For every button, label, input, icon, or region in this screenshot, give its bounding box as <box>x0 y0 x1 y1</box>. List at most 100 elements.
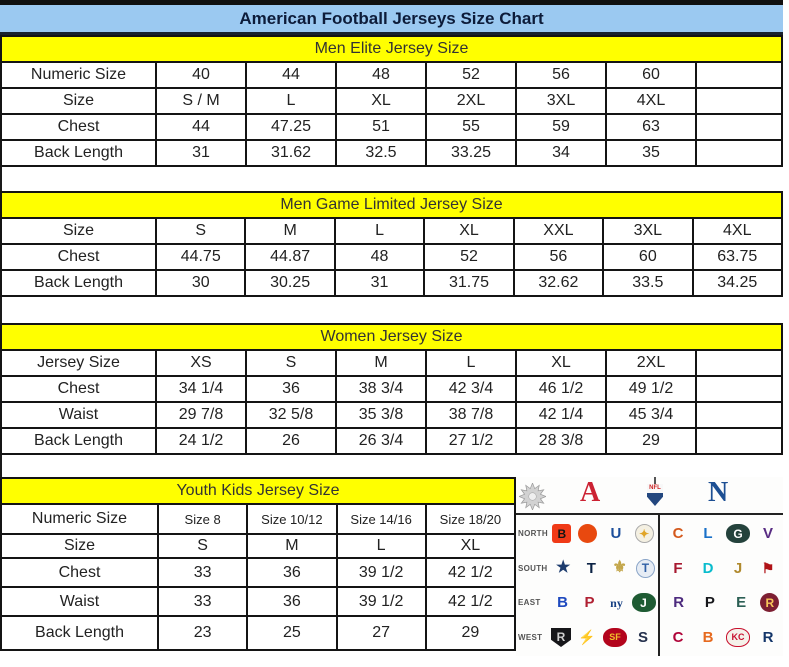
size-cell: 4XL <box>691 217 784 245</box>
size-cell: 44 <box>155 113 247 141</box>
size-cell: 44.75 <box>154 243 247 271</box>
division-label: EAST <box>518 598 541 608</box>
giants-logo-icon: ny <box>610 595 623 610</box>
division-label: NORTH <box>518 529 548 538</box>
size-cell <box>695 139 783 167</box>
size-cell: 46 1/2 <box>515 375 607 403</box>
row-label: Back Length <box>0 427 157 455</box>
vikings-logo-icon: V <box>762 525 773 542</box>
size-cell: S <box>245 349 337 377</box>
size-cell: 26 3/4 <box>335 427 427 455</box>
row-label: Chest <box>0 375 157 403</box>
section-header-women: Women Jersey Size <box>0 323 783 351</box>
row-label: Size <box>0 87 157 115</box>
division-row-north: NORTH B U ✦ C L G V <box>516 517 783 550</box>
patriots-logo-icon: P <box>584 594 595 612</box>
size-cell: 39 1/2 <box>335 557 427 588</box>
page-title: American Football Jerseys Size Chart <box>0 0 783 35</box>
size-cell: 34 <box>515 139 607 167</box>
falcons-logo-icon: F <box>673 559 683 577</box>
size-cell <box>695 113 783 141</box>
size-cell: 31.75 <box>423 269 515 297</box>
size-cell: Size 14/16 <box>335 503 427 535</box>
size-cell: 32 5/8 <box>245 401 337 429</box>
conference-header: A NFL N <box>516 477 783 515</box>
shield-stem <box>654 477 656 484</box>
division-row-south: SOUTH ★ T ⚜ T F D J ⚑ <box>516 552 783 585</box>
nfl-shield-icon: NFL <box>647 477 663 515</box>
size-cell: 32.62 <box>512 269 605 297</box>
row-label: Chest <box>0 113 157 141</box>
jets-logo-icon: J <box>631 593 656 613</box>
table-spacer <box>0 455 783 477</box>
size-cell: 29 <box>605 427 697 455</box>
size-cell: 30.25 <box>244 269 336 297</box>
size-cell: 60 <box>602 243 694 271</box>
size-cell: XXL <box>512 217 605 245</box>
nfc-team-group: C B KC R <box>663 627 783 647</box>
conference-divider <box>658 515 660 656</box>
bengals-logo-icon: B <box>552 524 572 543</box>
row-label: Back Length <box>0 139 157 167</box>
lions-logo-icon: L <box>703 525 713 542</box>
size-cell: 52 <box>423 243 515 271</box>
size-cell: 24 1/2 <box>155 427 247 455</box>
size-cell: 23 <box>156 615 249 651</box>
size-cell: 56 <box>512 243 605 271</box>
size-cell: 29 <box>424 615 517 651</box>
table-row: Chest 33 36 39 1/2 42 1/2 <box>0 557 517 588</box>
table-row: Size S M L XL <box>0 533 517 559</box>
size-cell: 35 <box>605 139 697 167</box>
size-cell: 48 <box>335 61 427 89</box>
size-cell: 60 <box>605 61 697 89</box>
size-cell: 2XL <box>425 87 517 115</box>
size-cell: 31.62 <box>245 139 337 167</box>
size-cell: 27 <box>335 615 427 651</box>
saints-logo-icon: ⚜ <box>612 559 627 577</box>
ravens-logo-icon: R <box>673 594 685 612</box>
section-header-men-elite: Men Elite Jersey Size <box>0 35 783 63</box>
size-cell: 29 7/8 <box>155 401 247 429</box>
size-cell: 48 <box>333 243 426 271</box>
size-cell: 44.87 <box>244 243 336 271</box>
size-cell: 31 <box>155 139 247 167</box>
buccaneers-logo-icon: ⚑ <box>761 560 775 577</box>
titans-logo-icon: T <box>635 558 655 578</box>
size-cell <box>695 401 783 429</box>
size-cell: 36 <box>246 586 338 617</box>
size-cell: M <box>244 217 336 245</box>
row-label: Size <box>0 217 157 245</box>
size-cell: 39 1/2 <box>335 586 427 617</box>
table-spacer <box>0 167 783 191</box>
size-cell: 32.5 <box>335 139 427 167</box>
afc-team-group: B U ✦ <box>549 524 657 543</box>
size-cell: S <box>154 217 247 245</box>
size-cell: XS <box>155 349 247 377</box>
table-row: Waist 29 7/8 32 5/8 35 3/8 38 7/8 42 1/4 45 3/… <box>0 401 783 429</box>
bills-logo-icon: B <box>557 594 568 612</box>
size-cell: 33 <box>156 586 249 617</box>
size-cell: 33 <box>156 557 249 588</box>
panthers-logo-icon: P <box>704 594 715 612</box>
size-cell: 35 3/8 <box>335 401 427 429</box>
men-elite-size-table: Numeric Size 40 44 48 52 56 60 Size S / M L XL 2XL 3… <box>0 61 783 167</box>
texans-logo-icon: T <box>586 559 596 577</box>
table-row: Chest 44.75 44.87 48 52 56 60 63.75 <box>0 243 784 271</box>
row-label: Jersey Size <box>0 349 157 377</box>
size-cell: XL <box>424 533 517 559</box>
size-cell <box>695 427 783 455</box>
row-label: Chest <box>0 243 157 271</box>
size-cell: 38 3/4 <box>335 375 427 403</box>
size-cell: 36 <box>245 375 337 403</box>
jaguars-logo-icon: J <box>733 559 743 577</box>
division-row-west: WEST R ⚡ SF S C B KC R <box>516 621 783 654</box>
size-cell: S / M <box>155 87 247 115</box>
size-cell: 56 <box>515 61 607 89</box>
table-row: Back Length 30 30.25 31 31.75 32.62 33.5 34.25 <box>0 269 784 297</box>
table-row: Size S / M L XL 2XL 3XL 4XL <box>0 87 783 115</box>
nfc-logo-icon: N <box>708 477 729 508</box>
size-cell: 51 <box>335 113 427 141</box>
size-cell: 4XL <box>605 87 697 115</box>
size-cell: 34.25 <box>691 269 784 297</box>
